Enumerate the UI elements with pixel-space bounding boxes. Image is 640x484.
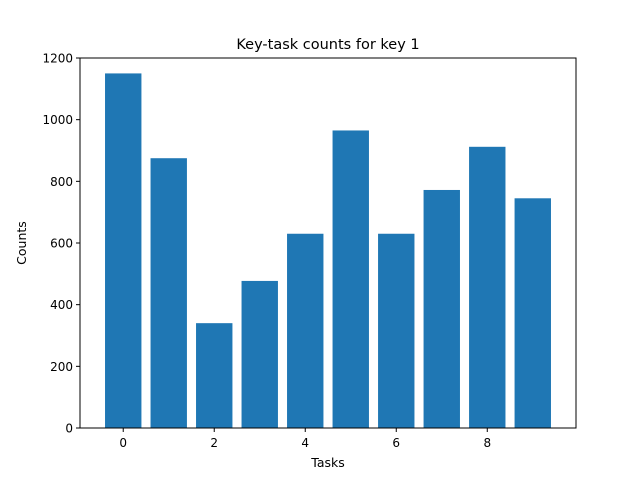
bar-4 [287, 233, 324, 428]
y-tick-label-1200: 1200 [42, 52, 73, 66]
chart-title: Key-task counts for key 1 [236, 37, 419, 53]
bar-8 [469, 146, 506, 429]
bar-1 [150, 158, 187, 429]
y-tick-label-400: 400 [50, 298, 73, 312]
y-tick-label-600: 600 [50, 237, 73, 251]
bars-layer [105, 73, 551, 429]
y-tick-label-1000: 1000 [42, 113, 73, 127]
y-tick-label-800: 800 [50, 175, 73, 189]
y-axis-label: Counts [14, 221, 29, 265]
x-axis-label: Tasks [310, 455, 345, 470]
bar-3 [241, 280, 278, 428]
bar-6 [378, 233, 415, 428]
y-tick-label-200: 200 [50, 360, 73, 374]
x-tick-label-6: 6 [392, 436, 400, 450]
x-axis-ticks: 0 2 4 6 8 [119, 428, 491, 450]
x-tick-label-4: 4 [301, 436, 309, 450]
x-tick-label-2: 2 [210, 436, 218, 450]
x-tick-label-0: 0 [119, 436, 127, 450]
bar-7 [423, 189, 460, 428]
bar-0 [105, 73, 142, 429]
bar-5 [332, 130, 369, 429]
y-tick-label-0: 0 [65, 422, 73, 436]
x-tick-label-8: 8 [483, 436, 491, 450]
y-axis-ticks: 0 200 400 600 800 1000 1200 [42, 52, 80, 436]
bar-9 [514, 198, 551, 428]
bar-2 [196, 323, 233, 428]
